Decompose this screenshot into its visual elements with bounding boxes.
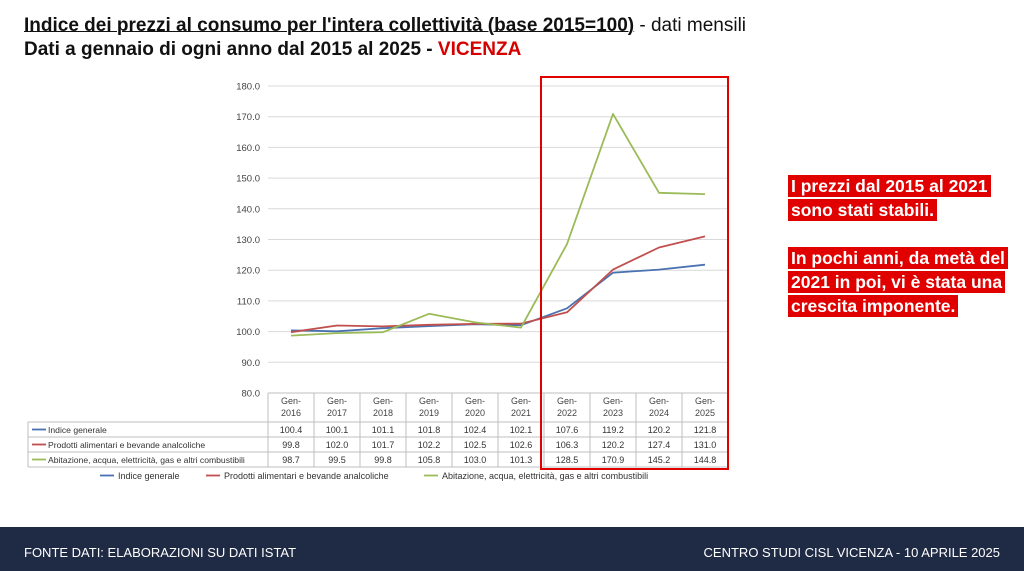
data-label: 101.3 (510, 455, 533, 465)
x-tick-label: Gen- (557, 396, 577, 406)
title-suffix: - dati mensili (634, 15, 747, 36)
footer-source: FONTE DATI: ELABORAZIONI SU DATI ISTAT (24, 545, 297, 560)
x-tick-label: Gen- (419, 396, 439, 406)
x-tick-label: Gen- (465, 396, 485, 406)
legend-label: Indice generale (118, 471, 180, 481)
data-label: 144.8 (694, 455, 717, 465)
y-tick-label: 80.0 (242, 389, 261, 400)
data-label: 105.8 (418, 455, 441, 465)
data-label: 106.3 (556, 440, 579, 450)
x-tick-label: Gen- (373, 396, 393, 406)
data-label: 99.8 (374, 455, 392, 465)
x-tick-label: 2017 (327, 408, 347, 418)
data-label: 120.2 (648, 425, 671, 435)
data-label: 120.2 (602, 440, 625, 450)
data-label: 102.1 (510, 425, 533, 435)
y-tick-label: 160.0 (236, 143, 260, 154)
table-series-name: Indice generale (48, 425, 107, 435)
data-label: 119.2 (602, 425, 624, 435)
x-tick-label: Gen- (281, 396, 301, 406)
data-label: 98.7 (282, 455, 300, 465)
data-label: 102.6 (510, 440, 533, 450)
title-subtitle: Dati a gennaio di ogni anno dal 2015 al … (24, 39, 438, 60)
legend-label: Prodotti alimentari e bevande analcolich… (224, 471, 389, 481)
title-line-1: Indice dei prezzi al consumo per l'inter… (24, 14, 924, 38)
footer-bar: FONTE DATI: ELABORAZIONI SU DATI ISTAT C… (0, 527, 1024, 571)
data-label: 103.0 (464, 455, 487, 465)
data-label: 101.7 (372, 440, 395, 450)
data-label: 121.8 (694, 425, 717, 435)
legend-label: Abitazione, acqua, elettricità, gas e al… (442, 471, 648, 481)
y-tick-label: 140.0 (236, 204, 260, 215)
annotation-text-1: I prezzi dal 2015 al 2021 sono stati sta… (788, 175, 991, 221)
annotation-box: I prezzi dal 2015 al 2021 sono stati sta… (788, 174, 1024, 342)
data-label: 99.8 (282, 440, 300, 450)
y-tick-label: 180.0 (236, 82, 260, 93)
y-tick-label: 100.0 (236, 327, 260, 338)
data-label: 107.6 (556, 425, 579, 435)
x-tick-label: 2024 (649, 408, 669, 418)
data-label: 128.5 (556, 455, 579, 465)
data-label: 99.5 (328, 455, 346, 465)
series-line (290, 263, 706, 333)
title-city: VICENZA (437, 39, 522, 60)
table-series-name: Abitazione, acqua, elettricità, gas e al… (48, 455, 245, 465)
y-tick-label: 110.0 (237, 296, 260, 307)
y-tick-label: 170.0 (236, 112, 260, 123)
series-line (290, 235, 706, 334)
data-label: 127.4 (648, 440, 671, 450)
data-label: 102.0 (326, 440, 349, 450)
data-label: 145.2 (648, 455, 671, 465)
x-tick-label: 2022 (557, 408, 577, 418)
x-tick-label: Gen- (603, 396, 623, 406)
series-line (290, 113, 706, 337)
page-title: Indice dei prezzi al consumo per l'inter… (24, 14, 924, 62)
data-label: 100.4 (280, 425, 303, 435)
highlight-box (540, 76, 729, 470)
data-label: 101.8 (418, 425, 441, 435)
data-label: 170.9 (602, 455, 625, 465)
x-tick-label: Gen- (695, 396, 715, 406)
annotation-text-2: In pochi anni, da metà del 2021 in poi, … (788, 247, 1008, 317)
x-tick-label: 2018 (373, 408, 393, 418)
x-tick-label: Gen- (327, 396, 347, 406)
x-tick-label: 2025 (695, 408, 715, 418)
table-series-name: Prodotti alimentari e bevande analcolich… (48, 440, 205, 450)
title-main: Indice dei prezzi al consumo per l'inter… (24, 15, 635, 36)
data-label: 101.1 (372, 425, 395, 435)
x-tick-label: Gen- (511, 396, 531, 406)
x-tick-label: 2019 (419, 408, 439, 418)
x-tick-label: 2020 (465, 408, 485, 418)
x-tick-label: 2021 (511, 408, 531, 418)
x-tick-label: 2016 (281, 408, 301, 418)
x-tick-label: 2023 (603, 408, 623, 418)
y-tick-label: 130.0 (236, 235, 260, 246)
y-tick-label: 120.0 (236, 266, 260, 277)
y-tick-label: 150.0 (236, 174, 260, 185)
data-label: 131.0 (694, 440, 717, 450)
y-tick-label: 90.0 (242, 358, 261, 369)
x-tick-label: Gen- (649, 396, 669, 406)
data-label: 102.5 (464, 440, 487, 450)
line-chart: 80.0 90.0 100.0 110.0 120.0 130.0 140.0 150.0 16… (27, 76, 729, 481)
data-label: 102.4 (464, 425, 487, 435)
data-label: 100.1 (326, 425, 349, 435)
data-label: 102.2 (418, 440, 441, 450)
title-line-2: Dati a gennaio di ogni anno dal 2015 al … (24, 38, 924, 62)
footer-credit: CENTRO STUDI CISL VICENZA - 10 APRILE 20… (703, 545, 1000, 560)
